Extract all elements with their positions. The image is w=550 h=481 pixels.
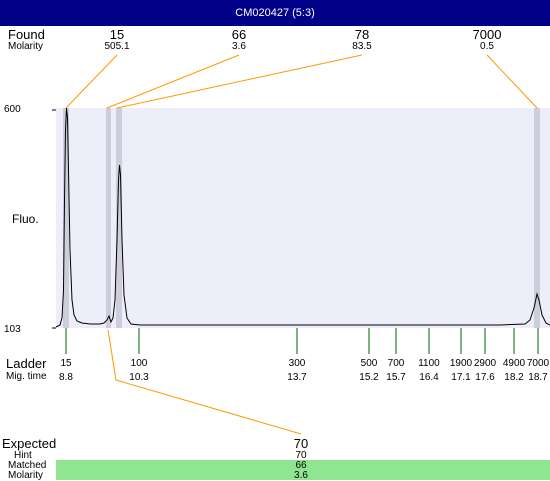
ladder-size: 15: [60, 358, 72, 369]
peak-leader-line: [116, 54, 363, 109]
ladder-size: 100: [130, 358, 148, 369]
ladder-size: 2900: [473, 358, 497, 369]
y-axis-top-label: 600: [4, 104, 21, 115]
mig-time-label: Mig. time: [6, 371, 47, 382]
y-axis-bottom-label: 103: [4, 324, 21, 335]
ladder-time: 15.2: [359, 372, 379, 383]
peak-band: [63, 108, 69, 328]
matched-label: Matched: [8, 460, 47, 471]
title-bar: CM020427 (5:3): [0, 0, 550, 26]
found-peak-size: 7000: [472, 27, 502, 42]
ladder-time: 10.3: [129, 372, 149, 383]
ladder-size: 500: [360, 358, 378, 369]
ladder-size: 700: [387, 358, 405, 369]
ladder-time: 15.7: [386, 372, 406, 383]
ladder-label: Ladder: [6, 356, 47, 371]
ladder-time: 8.8: [59, 372, 73, 383]
ladder-size: 7000: [526, 358, 550, 369]
hint-label: Hint: [14, 450, 32, 461]
peak-leader-line: [486, 54, 538, 109]
found-peak-size: 66: [231, 27, 247, 42]
fluorescence-trace: [55, 107, 550, 328]
expected-label: Expected: [2, 436, 57, 451]
molarity-label: Molarity: [8, 41, 44, 52]
found-peak-size: 78: [354, 27, 370, 42]
fluo-axis-label: Fluo.: [12, 212, 39, 226]
found-peak-molarity: 0.5: [480, 41, 494, 52]
peak-band: [106, 108, 111, 328]
found-peak-molarity: 83.5: [352, 41, 372, 52]
found-label: Found: [8, 27, 45, 42]
sample-title: CM020427 (5:3): [235, 7, 315, 19]
hint-value: 70: [295, 450, 307, 461]
ladder-size: 4900: [502, 358, 526, 369]
expected-value: 70: [293, 436, 309, 451]
peak-leader-line: [106, 54, 240, 109]
plot-area: [56, 108, 550, 328]
found-peak-molarity: 3.6: [232, 41, 246, 52]
ladder-time: 13.7: [287, 372, 307, 383]
molarity-bottom-label: Molarity: [8, 470, 44, 481]
ladder-time: 18.2: [504, 372, 524, 383]
ladder-time: 16.4: [419, 372, 439, 383]
matched-molarity-value: 3.6: [294, 470, 308, 481]
found-peak-molarity: 505.1: [104, 41, 130, 52]
ladder-size: 300: [288, 358, 306, 369]
ladder-size: 1100: [418, 358, 440, 369]
ladder-size: 1900: [449, 358, 473, 369]
matched-value: 66: [295, 460, 307, 471]
peak-band: [116, 108, 122, 328]
peak-band: [534, 108, 540, 328]
matched-row-highlight: [56, 460, 550, 480]
ladder-time: 17.6: [475, 372, 495, 383]
found-peak-size: 15: [109, 27, 125, 42]
ladder-time: 18.7: [528, 372, 548, 383]
expected-leader-line: [107, 329, 302, 435]
ladder-time: 17.1: [451, 372, 471, 383]
peak-leader-line: [65, 54, 118, 109]
